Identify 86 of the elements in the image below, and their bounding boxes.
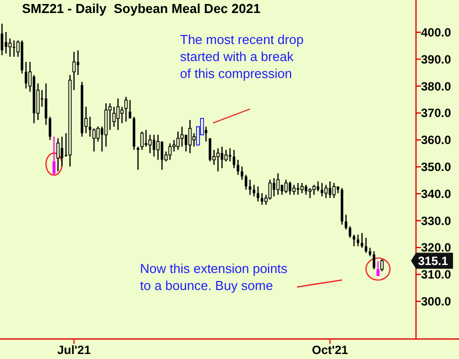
candlestick xyxy=(372,250,376,270)
candlestick xyxy=(268,179,272,200)
y-tick-label: 400.0 xyxy=(421,25,452,40)
candlestick xyxy=(168,142,172,160)
candlestick xyxy=(208,138,212,162)
candlestick xyxy=(108,102,112,131)
candlestick xyxy=(140,130,144,150)
candlestick xyxy=(272,178,276,198)
candlestick xyxy=(112,106,116,128)
candlestick xyxy=(156,134,160,160)
candlestick xyxy=(60,136,64,168)
y-tick-label: 310.0 xyxy=(421,268,452,282)
candlestick xyxy=(128,99,132,119)
candlestick xyxy=(160,140,164,170)
candlestick xyxy=(12,40,16,58)
candlestick xyxy=(232,149,236,169)
candlestick xyxy=(176,130,180,150)
y-tick-label: 340.0 xyxy=(421,186,452,201)
candlestick xyxy=(248,179,252,196)
candlestick xyxy=(188,119,192,154)
x-tick-label: Jul'21 xyxy=(57,343,92,357)
candlestick xyxy=(116,98,120,131)
candlestick xyxy=(348,226,352,238)
candlestick xyxy=(4,31,8,54)
candlestick xyxy=(284,179,288,194)
candlestick xyxy=(276,172,280,196)
y-tick-label: 300.0 xyxy=(421,294,452,309)
candlestick xyxy=(296,182,300,196)
candlestick xyxy=(220,146,224,169)
candlestick xyxy=(204,126,208,142)
candlestick xyxy=(120,106,124,124)
candlestick xyxy=(144,129,148,148)
candlestick xyxy=(376,260,380,277)
candlestick xyxy=(324,184,328,199)
candlestick xyxy=(252,184,256,198)
candlestick xyxy=(316,180,320,192)
candlestick xyxy=(72,51,76,91)
candlestick xyxy=(8,38,12,58)
candlestick xyxy=(216,148,220,172)
y-tick-label: 330.0 xyxy=(421,214,452,228)
candlestick xyxy=(304,184,308,196)
candlestick xyxy=(44,82,48,126)
y-tick-label: 360.0 xyxy=(421,133,452,148)
text: 315.1 xyxy=(418,254,448,268)
candlestick xyxy=(356,234,360,247)
candlestick xyxy=(172,139,176,152)
candlestick xyxy=(0,23,4,56)
x-tick-label: Oct'21 xyxy=(312,343,348,357)
candlestick xyxy=(88,116,92,138)
candlestick xyxy=(224,149,228,162)
candlestick xyxy=(256,186,260,202)
y-tick-label: 370.0 xyxy=(421,106,452,120)
candlestick xyxy=(328,180,332,199)
candlestick xyxy=(360,232,364,248)
candlestick xyxy=(332,182,336,199)
candlestick xyxy=(352,234,356,247)
candlestick xyxy=(260,192,264,206)
candlestick xyxy=(240,166,244,180)
candlestick xyxy=(364,237,368,254)
candlestick xyxy=(92,128,96,152)
y-tick-label: 380.0 xyxy=(421,79,452,94)
candlestick xyxy=(300,182,304,194)
candlestick xyxy=(152,134,156,158)
candlestick xyxy=(136,146,140,170)
candlestick xyxy=(228,148,232,162)
candlestick xyxy=(124,96,128,122)
candlestick xyxy=(96,126,100,142)
candlestick xyxy=(148,134,152,154)
annotation: The most recent drop started with a break of this compression xyxy=(180,32,304,81)
candlestick xyxy=(52,136,56,176)
candlestick xyxy=(76,50,80,76)
candlestick xyxy=(24,61,28,90)
chart-title: SMZ21 - Daily Soybean Meal Dec 2021 xyxy=(22,1,260,16)
candlestick xyxy=(312,184,316,196)
annotation: Now this extension points to a bounce. Buy some xyxy=(140,261,288,293)
candlestick xyxy=(236,159,240,176)
candlestick xyxy=(48,116,52,141)
candlestick xyxy=(320,182,324,198)
y-tick-label: 320.0 xyxy=(421,240,452,255)
y-tick-label: 350.0 xyxy=(421,160,452,174)
y-tick-label: 390.0 xyxy=(421,52,452,66)
candlestick xyxy=(344,214,348,230)
candlestick xyxy=(244,174,248,190)
candlestick xyxy=(288,181,292,196)
candlestick xyxy=(56,138,60,172)
candlestick xyxy=(292,184,296,196)
